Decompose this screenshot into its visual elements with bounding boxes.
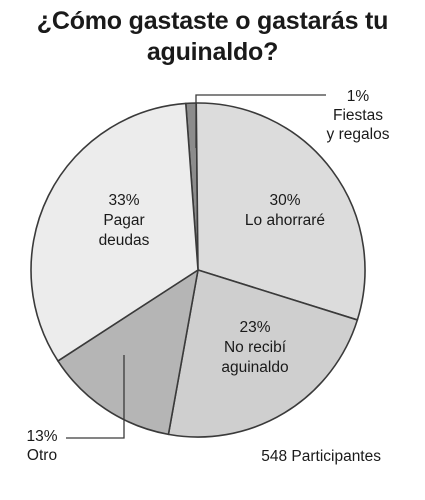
chart-title-line-2: aguinaldo? xyxy=(146,38,279,66)
slice-label-pagar-deudas: 33% Pagar deudas xyxy=(99,192,150,249)
chart-title: ¿Cómo gastaste o gastarás tu aguinaldo? xyxy=(0,6,425,68)
leader-line-otro xyxy=(66,355,125,439)
slice-text-fiestas-y-regalos: Fiestas xyxy=(333,107,383,124)
slice-text-pagar-deudas: deudas xyxy=(99,232,150,249)
participants-count: 548 Participantes xyxy=(261,448,381,465)
slice-label-no-recibi-aguinaldo: 23% No recibí aguinaldo xyxy=(221,319,288,376)
pie-slice-no-recibi-aguinaldo xyxy=(167,269,359,438)
chart-title-line-1: ¿Cómo gastaste o gastarás tu xyxy=(36,7,389,35)
slice-value-fiestas-y-regalos: 1% xyxy=(347,88,370,105)
slice-value-no-recibi-aguinaldo: 23% xyxy=(239,319,270,336)
slice-value-lo-ahorrare: 30% xyxy=(269,192,300,209)
slice-label-otro: 13% Otro xyxy=(26,428,57,464)
slice-text-otro: Otro xyxy=(27,447,57,464)
slice-text-fiestas-y-regalos: y regalos xyxy=(327,126,390,143)
slice-value-pagar-deudas: 33% xyxy=(108,192,139,209)
pie-slice-otro xyxy=(57,269,199,436)
slice-label-fiestas-y-regalos: 1% Fiestas y regalos xyxy=(327,88,390,143)
leader-line-fiestas-y-regalos xyxy=(195,94,326,148)
slice-text-pagar-deudas: Pagar xyxy=(103,212,144,229)
slice-text-no-recibi-aguinaldo: aguinaldo xyxy=(221,359,288,376)
slice-text-no-recibi-aguinaldo: No recibí xyxy=(224,339,287,356)
pie-slice-lo-ahorrare xyxy=(195,102,366,321)
pie-slice-pagar-deudas xyxy=(30,102,199,362)
slice-label-lo-ahorrare: 30% Lo ahorraré xyxy=(245,192,325,229)
slice-value-otro: 13% xyxy=(26,428,57,445)
slice-text-lo-ahorrare: Lo ahorraré xyxy=(245,212,325,229)
